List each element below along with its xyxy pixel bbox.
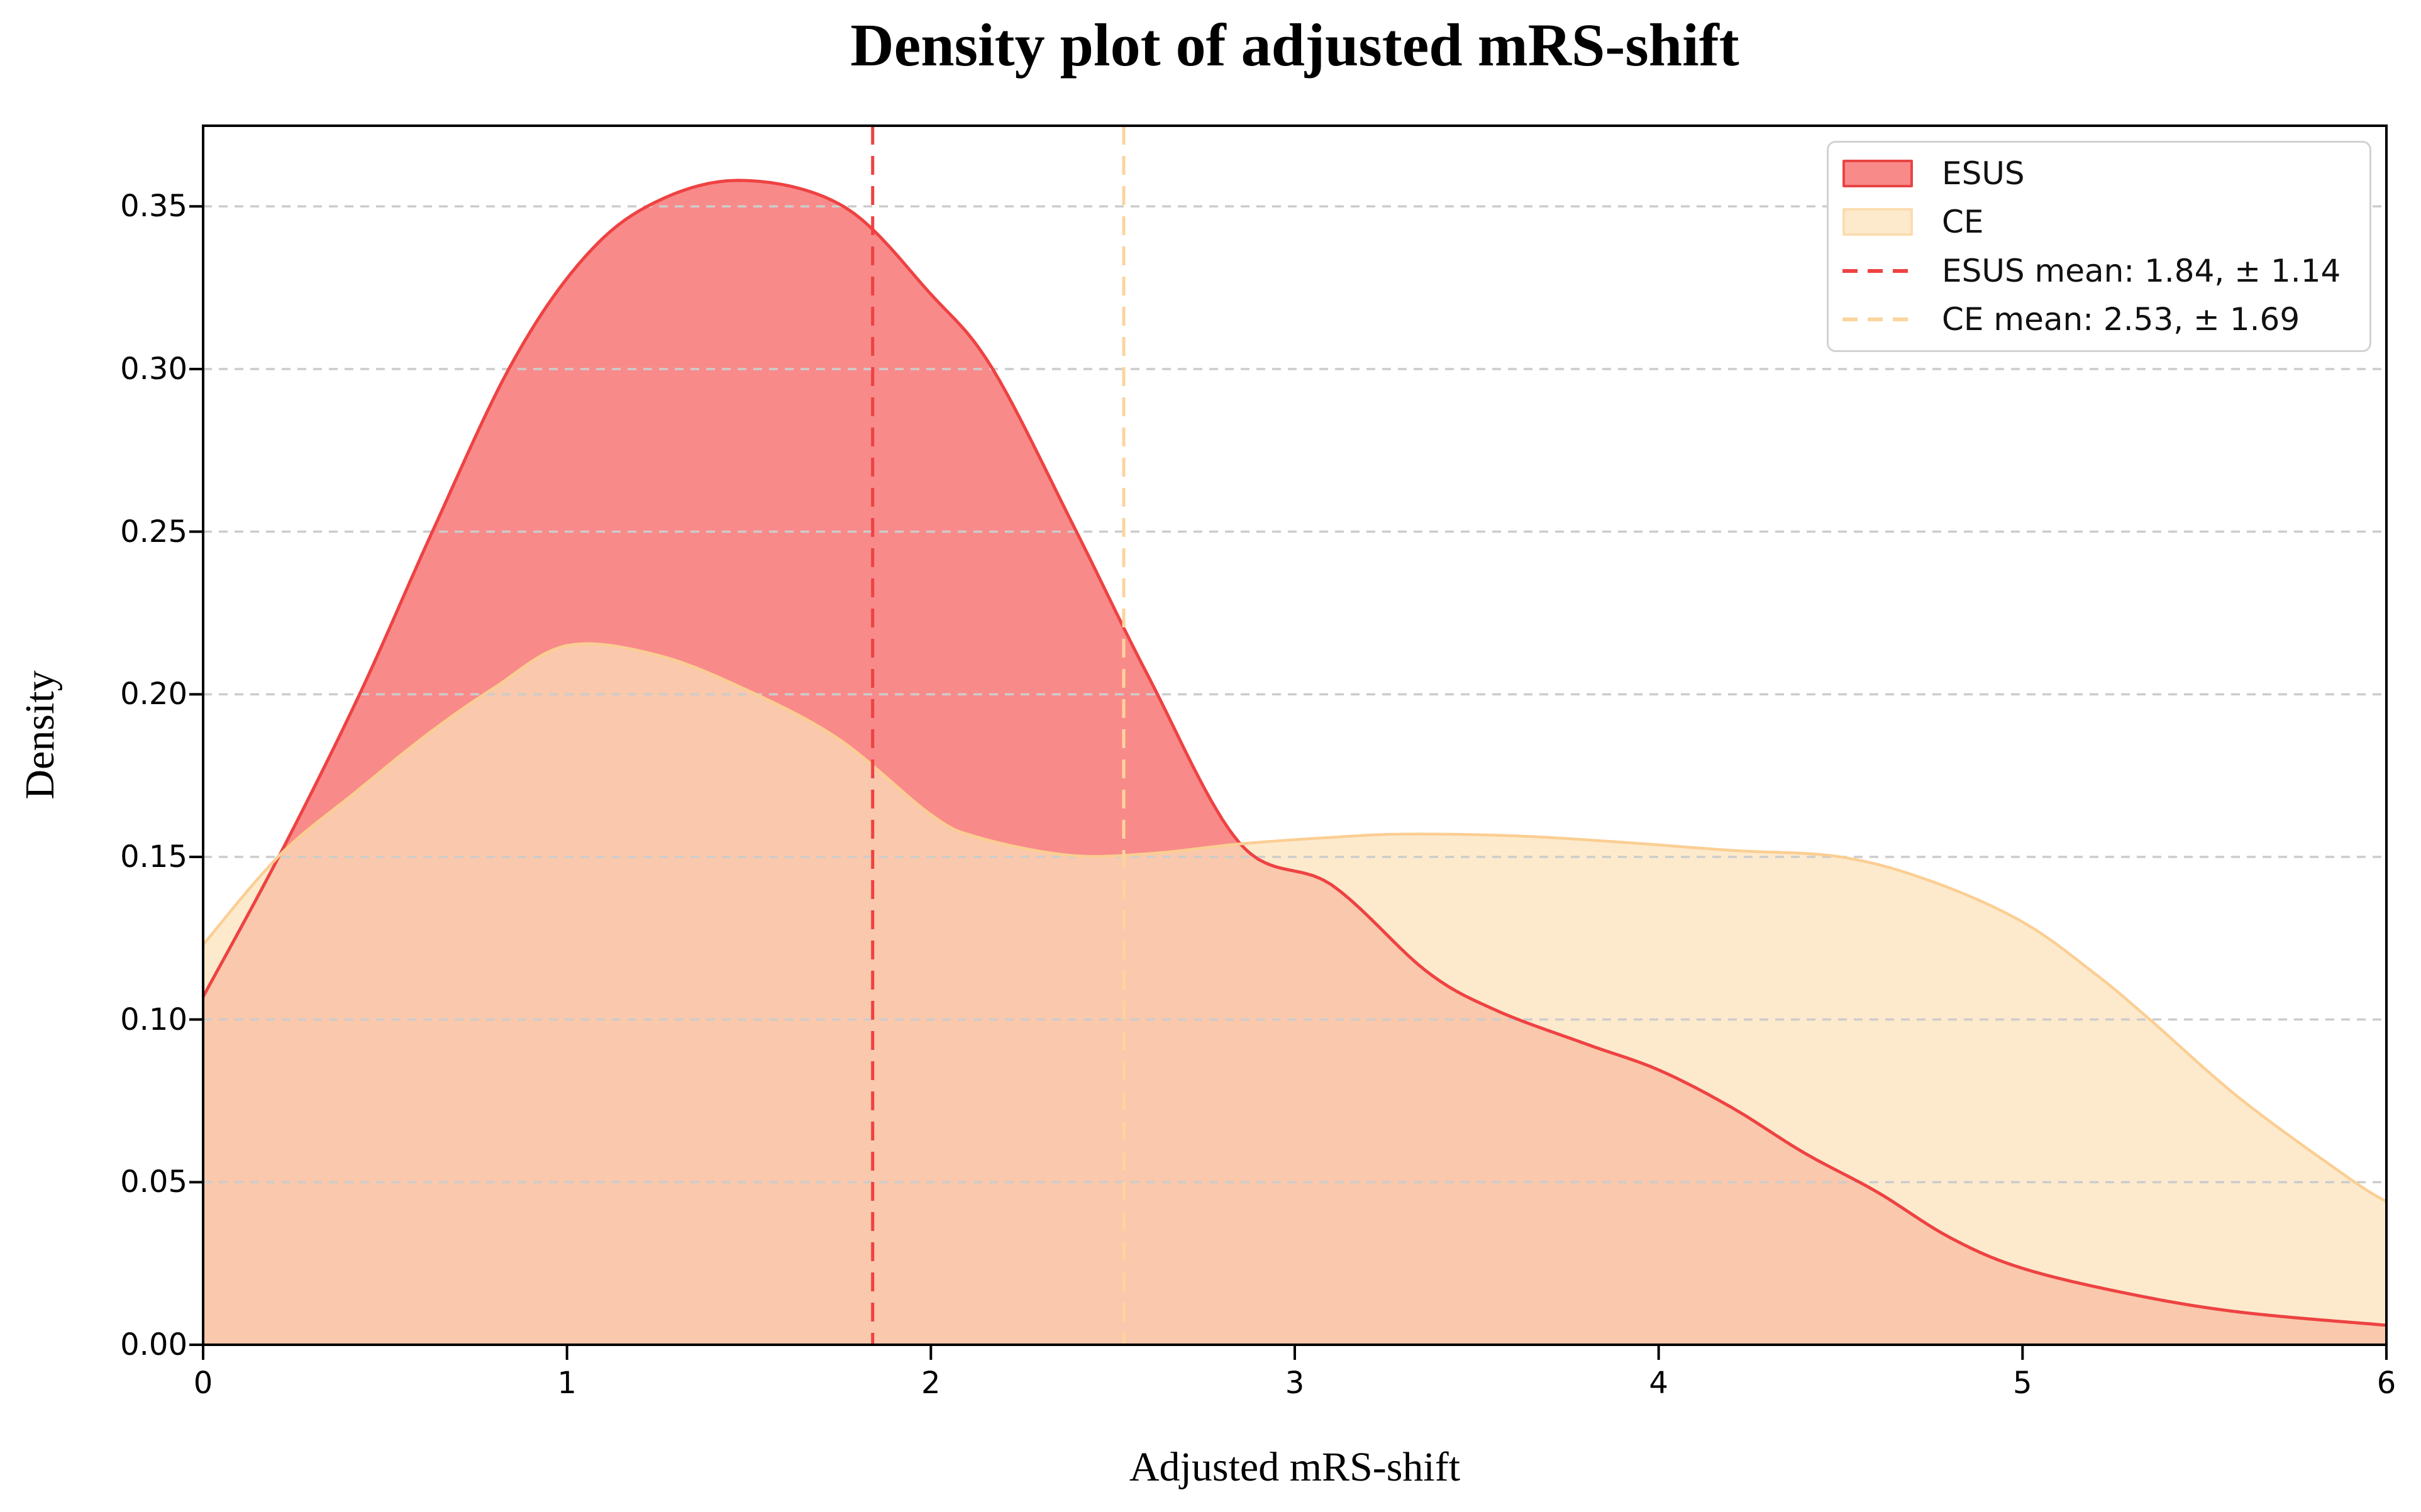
esus-swatch-icon (1842, 159, 1917, 187)
y-tick-label: 0.05 (120, 1164, 187, 1200)
legend-swatch (1842, 317, 1913, 322)
esus-fill-region (283, 180, 1241, 857)
ce-swatch-icon (1842, 208, 1917, 236)
x-tick-label: 6 (2376, 1366, 2396, 1401)
x-tick-label: 2 (921, 1366, 941, 1401)
esus-mean-dash-icon (1842, 268, 1917, 273)
ce-curve (202, 642, 2388, 1203)
y-tick-label: 0.25 (120, 514, 187, 549)
legend: ESUS CE ESUS mean: 1.84, ± 1.14 CE mean:… (1827, 141, 2371, 352)
y-tick-label: 0.10 (120, 1002, 187, 1037)
legend-item-ce-mean: CE mean: 2.53, ± 1.69 (1829, 297, 2369, 342)
y-tick-label: 0.30 (120, 351, 187, 387)
x-tick-label: 3 (1285, 1366, 1305, 1401)
x-tick-label: 1 (557, 1366, 577, 1401)
plot-frame (202, 124, 2388, 1346)
legend-label: ESUS mean: 1.84, ± 1.14 (1942, 252, 2341, 289)
y-tick-label: 0.20 (120, 676, 187, 712)
y-tick-label: 0.35 (120, 189, 187, 224)
y-tick-label: 0.00 (120, 1327, 187, 1362)
y-tick-label: 0.15 (120, 839, 187, 875)
x-tick-label: 4 (1649, 1366, 1668, 1401)
x-tick-label: 5 (2013, 1366, 2032, 1401)
legend-swatch (1842, 268, 1913, 273)
overlap-region (203, 643, 2386, 1345)
legend-item-esus: ESUS (1829, 151, 2369, 196)
legend-swatch (1842, 159, 1913, 187)
legend-item-ce: CE (1829, 199, 2369, 245)
esus-curve (201, 179, 2387, 1327)
y-axis-label: Density (17, 670, 63, 800)
legend-label: CE (1942, 204, 1984, 241)
chart-title: Density plot of adjusted mRS-shift (850, 11, 1739, 79)
legend-label: ESUS (1942, 155, 2025, 192)
legend-item-esus-mean: ESUS mean: 1.84, ± 1.14 (1829, 248, 2369, 294)
legend-swatch (1842, 208, 1913, 236)
x-tick-label: 0 (193, 1366, 213, 1401)
ce-fill-region (1243, 834, 2386, 1325)
legend-label: CE mean: 2.53, ± 1.69 (1942, 301, 2300, 338)
x-axis-label: Adjusted mRS-shift (1129, 1444, 1461, 1490)
ce-mean-dash-icon (1842, 317, 1917, 322)
